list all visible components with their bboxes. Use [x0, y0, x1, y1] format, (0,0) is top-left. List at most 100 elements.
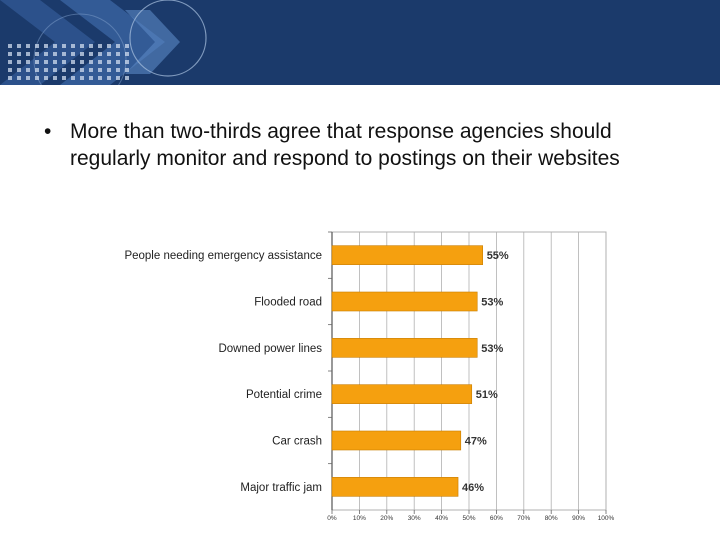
category-label: Potential crime	[246, 389, 322, 401]
banner-dot	[53, 60, 57, 64]
banner-dot	[26, 76, 30, 80]
bar	[331, 430, 462, 451]
x-tick-label: 0%	[327, 515, 337, 522]
banner-dot	[98, 76, 102, 80]
banner-dot	[17, 60, 21, 64]
banner-dot	[35, 52, 39, 56]
banner-dot	[17, 52, 21, 56]
banner-dot	[71, 68, 75, 72]
banner-dot	[98, 60, 102, 64]
banner-dot	[44, 76, 48, 80]
x-tick-label: 90%	[572, 515, 585, 522]
banner-dot	[98, 68, 102, 72]
banner-dot	[107, 52, 111, 56]
value-label: 53%	[481, 343, 503, 355]
banner-dot	[44, 60, 48, 64]
banner-dot	[17, 44, 21, 48]
banner-dot	[89, 52, 93, 56]
bar	[331, 477, 459, 497]
chart-svg: 0% 10% 20% 30% 40% 50% 60% 70% 80% 90% 100% People …	[124, 231, 615, 522]
banner-dot	[17, 68, 21, 72]
banner-dot	[35, 68, 39, 72]
value-label: 55%	[487, 250, 509, 262]
bar	[331, 384, 473, 404]
value-label: 47%	[465, 436, 487, 448]
banner-dot	[8, 76, 12, 80]
bullet-icon: •	[44, 120, 52, 143]
x-tick-label: 10%	[353, 515, 366, 522]
banner-dot	[35, 76, 39, 80]
banner-dot	[125, 76, 129, 80]
value-label: 46%	[462, 482, 484, 494]
banner-dot	[107, 60, 111, 64]
bar	[331, 291, 478, 312]
banner-dot	[80, 52, 84, 56]
banner-dot	[98, 44, 102, 48]
banner-dot	[53, 68, 57, 72]
banner-dot	[80, 76, 84, 80]
banner-dot	[62, 76, 66, 80]
bar	[331, 245, 483, 265]
banner-decoration	[0, 0, 720, 85]
x-tick-label: 70%	[517, 515, 530, 522]
banner-dot	[62, 68, 66, 72]
header-banner	[0, 0, 720, 85]
x-tick-label: 40%	[435, 515, 448, 522]
banner-dot	[80, 44, 84, 48]
category-label: Downed power lines	[218, 343, 322, 355]
banner-dot	[62, 60, 66, 64]
banner-dot	[107, 68, 111, 72]
banner-dot	[125, 60, 129, 64]
banner-dot	[125, 68, 129, 72]
banner-dot	[89, 44, 93, 48]
banner-dot	[44, 68, 48, 72]
x-tick-label: 50%	[462, 515, 475, 522]
x-tick-label: 60%	[490, 515, 503, 522]
banner-dot	[116, 52, 120, 56]
banner-dot	[116, 44, 120, 48]
category-label: Major traffic jam	[240, 482, 322, 494]
banner-dot	[35, 44, 39, 48]
banner-dot	[62, 52, 66, 56]
x-tick-label: 100%	[598, 515, 615, 522]
banner-dot	[71, 60, 75, 64]
category-label: Flooded road	[254, 297, 322, 309]
banner-dot	[125, 44, 129, 48]
banner-dot	[8, 68, 12, 72]
banner-dot	[125, 52, 129, 56]
banner-dot	[8, 60, 12, 64]
banner-dot	[89, 68, 93, 72]
banner-dot	[26, 68, 30, 72]
banner-dot	[89, 60, 93, 64]
category-label: People needing emergency assistance	[124, 250, 322, 262]
banner-dot	[89, 76, 93, 80]
banner-dot	[53, 44, 57, 48]
bar-chart: 0% 10% 20% 30% 40% 50% 60% 70% 80% 90% 100% People …	[0, 220, 720, 540]
banner-dot	[53, 76, 57, 80]
x-tick-label: 80%	[545, 515, 558, 522]
banner-dot	[44, 44, 48, 48]
banner-dot	[116, 60, 120, 64]
banner-dot	[71, 52, 75, 56]
banner-dot	[62, 44, 66, 48]
banner-dot	[116, 68, 120, 72]
banner-dot	[26, 44, 30, 48]
banner-dot	[116, 76, 120, 80]
x-tick-label: 30%	[408, 515, 421, 522]
banner-dot	[80, 68, 84, 72]
banner-dot	[107, 44, 111, 48]
banner-dot	[8, 52, 12, 56]
x-tick-label: 20%	[380, 515, 393, 522]
banner-dot	[53, 52, 57, 56]
banner-dot	[71, 44, 75, 48]
bar	[331, 338, 478, 358]
banner-dot	[26, 52, 30, 56]
banner-dot	[98, 52, 102, 56]
banner-dot	[8, 44, 12, 48]
banner-dot	[26, 60, 30, 64]
value-label: 53%	[481, 297, 503, 309]
banner-dot	[80, 60, 84, 64]
banner-dot	[17, 76, 21, 80]
banner-dot	[71, 76, 75, 80]
banner-dot	[107, 76, 111, 80]
